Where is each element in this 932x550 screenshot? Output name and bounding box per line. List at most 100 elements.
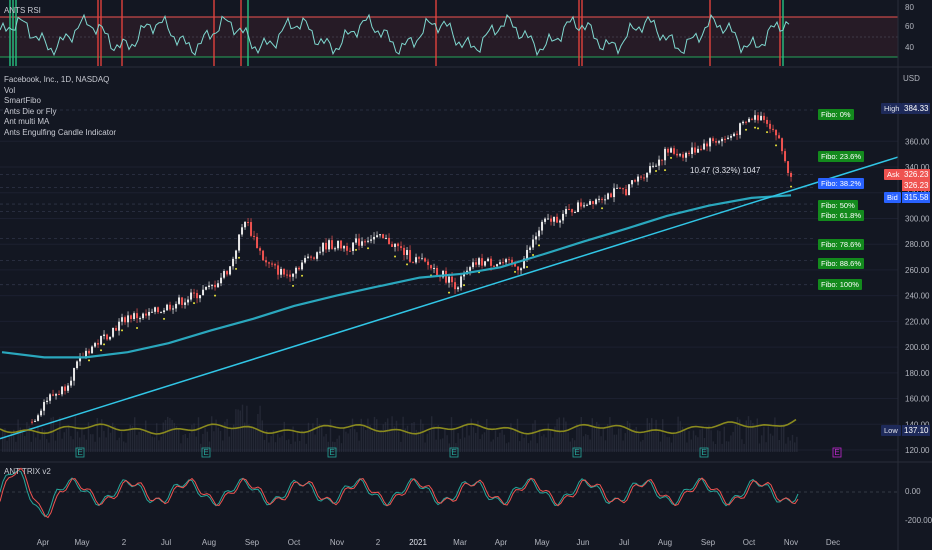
- volume-bar: [758, 443, 761, 452]
- volume-bar: [81, 428, 83, 452]
- volume-bar: [439, 439, 442, 452]
- candle-body: [625, 189, 628, 196]
- candle-body: [523, 258, 526, 269]
- volume-bar: [747, 416, 750, 452]
- time-tick: 2021: [409, 538, 427, 547]
- volume-bar: [659, 441, 662, 452]
- volume-bar: [204, 427, 206, 452]
- volume-bar: [182, 434, 184, 452]
- volume-bar: [475, 432, 477, 452]
- signal-dot: [193, 302, 196, 305]
- candle-body: [247, 221, 250, 223]
- candle-body: [397, 243, 400, 247]
- candle-body: [637, 176, 640, 182]
- candle-body: [547, 218, 550, 220]
- earnings-marker: [572, 447, 582, 458]
- volume-bar: [215, 419, 217, 452]
- earnings-marker-label: E: [329, 448, 334, 457]
- candle-body: [751, 118, 754, 120]
- candle-body: [316, 252, 319, 259]
- volume-bar: [508, 442, 510, 452]
- signal-dot: [532, 253, 535, 256]
- volume-bar: [329, 419, 332, 452]
- candle-body: [199, 295, 202, 299]
- candle-body: [409, 250, 412, 262]
- volume-bar: [675, 434, 677, 452]
- time-tick: Oct: [288, 538, 301, 547]
- candle-body: [49, 394, 52, 401]
- signal-dot: [757, 127, 760, 130]
- signal-dot: [163, 317, 166, 320]
- candle-body: [253, 235, 256, 237]
- volume-bar: [618, 428, 620, 452]
- volume-bar: [481, 434, 483, 452]
- candle-body: [91, 346, 94, 354]
- volume-bar: [459, 438, 461, 452]
- volume-bar: [101, 419, 103, 452]
- volume-bar: [699, 429, 701, 452]
- volume-bar: [358, 440, 360, 452]
- volume-bar: [118, 437, 120, 452]
- volume-bar: [140, 430, 142, 452]
- volume-bar: [593, 426, 596, 452]
- candle-body: [553, 216, 556, 222]
- candle-body: [442, 270, 445, 278]
- candle-body: [250, 222, 253, 236]
- signal-dot: [463, 284, 466, 287]
- signal-dot: [766, 131, 769, 134]
- volume-bar: [532, 423, 534, 452]
- volume-bar: [158, 440, 160, 452]
- candle-body: [487, 258, 490, 262]
- volume-bar: [791, 434, 794, 452]
- candle-body: [457, 287, 460, 290]
- candle-body: [34, 420, 37, 422]
- volume-bar: [547, 423, 549, 452]
- volume-bar: [123, 441, 125, 452]
- fibo-label-61: Fibo: 61.8%: [818, 210, 865, 221]
- bid-tag-value: 315.58: [902, 192, 930, 203]
- chart-legend: Facebook, Inc., 1D, NASDAQ Vol SmartFibo…: [4, 75, 116, 138]
- candle-body: [88, 350, 91, 354]
- candle-body: [46, 400, 49, 403]
- signal-dot: [100, 349, 103, 352]
- volume-bar: [274, 442, 277, 452]
- volume-bar: [263, 439, 266, 452]
- candle-body: [622, 188, 625, 190]
- volume-bar: [63, 432, 65, 452]
- candle-body: [226, 271, 229, 275]
- volume-bar: [85, 439, 87, 452]
- candle-body: [262, 250, 265, 261]
- time-tick: Apr: [37, 538, 50, 547]
- candle-body: [664, 148, 667, 161]
- volume-bar: [120, 431, 123, 452]
- candle-body: [52, 394, 55, 396]
- volume-bar: [79, 437, 81, 452]
- volume-bar: [732, 431, 734, 452]
- volume-bar: [783, 424, 785, 452]
- volume-bar: [686, 442, 688, 452]
- volume-bar: [596, 421, 598, 452]
- candle-body: [628, 184, 631, 196]
- signal-dot: [88, 359, 91, 362]
- candle-body: [106, 334, 109, 340]
- candle-body: [502, 262, 505, 264]
- earnings-marker: [201, 447, 211, 458]
- candle-body: [463, 274, 466, 277]
- volume-bar: [345, 431, 347, 452]
- volume-bar: [585, 434, 587, 452]
- candle-body: [172, 308, 175, 310]
- candle-body: [391, 244, 394, 247]
- volume-bar: [380, 430, 382, 452]
- volume-bar: [646, 418, 648, 452]
- volume-bar: [349, 428, 351, 452]
- earnings-marker-label: E: [834, 448, 839, 457]
- candle-body: [151, 311, 154, 313]
- last-price-tag: 326.23: [902, 180, 930, 191]
- time-tick: May: [74, 538, 89, 547]
- candle-body: [577, 202, 580, 213]
- volume-bar: [312, 423, 314, 452]
- trix-pane: [0, 467, 898, 519]
- volume-bar: [472, 427, 475, 452]
